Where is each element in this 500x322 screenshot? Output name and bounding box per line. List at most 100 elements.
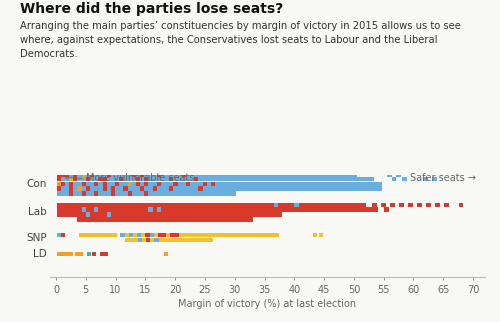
Point — [222, 172, 230, 177]
Point — [280, 181, 288, 186]
Point — [76, 202, 84, 207]
Point — [210, 191, 218, 196]
Point — [276, 202, 284, 207]
Point — [201, 217, 209, 222]
Point — [64, 251, 72, 256]
Point — [207, 237, 215, 242]
Text: ←— More vulnerable seats: ←— More vulnerable seats — [65, 173, 194, 183]
Point — [343, 207, 351, 212]
Point — [131, 232, 139, 238]
Point — [214, 232, 222, 238]
Point — [310, 186, 318, 191]
Point — [280, 172, 288, 177]
Point — [368, 207, 376, 212]
Point — [251, 176, 259, 182]
Point — [347, 181, 355, 186]
Point — [201, 212, 209, 217]
Point — [73, 251, 81, 256]
Point — [172, 186, 179, 191]
Point — [297, 172, 305, 177]
Point — [416, 202, 424, 207]
Point — [230, 181, 238, 186]
Point — [68, 186, 76, 191]
Point — [155, 181, 163, 186]
Point — [226, 181, 234, 186]
Point — [334, 172, 342, 177]
Point — [238, 172, 246, 177]
Point — [138, 181, 146, 186]
Point — [176, 191, 184, 196]
Point — [72, 172, 80, 177]
Point — [188, 186, 196, 191]
Point — [382, 207, 390, 212]
Point — [72, 181, 80, 186]
Point — [326, 207, 334, 212]
Point — [136, 237, 144, 242]
Point — [55, 232, 63, 238]
Point — [280, 207, 288, 212]
Point — [322, 202, 330, 207]
Point — [430, 176, 438, 182]
Point — [205, 181, 213, 186]
Point — [130, 207, 138, 212]
Point — [386, 172, 394, 177]
Point — [457, 202, 465, 207]
Point — [176, 181, 184, 186]
Point — [255, 207, 263, 212]
Point — [76, 181, 84, 186]
Point — [368, 186, 376, 191]
Point — [334, 186, 342, 191]
Point — [188, 207, 196, 212]
Point — [242, 217, 250, 222]
Point — [138, 212, 146, 217]
Point — [164, 172, 172, 177]
Point — [164, 181, 172, 186]
Point — [142, 191, 150, 196]
Point — [334, 202, 342, 207]
Point — [226, 217, 234, 222]
Point — [390, 176, 398, 182]
Point — [168, 202, 175, 207]
Point — [172, 217, 179, 222]
Point — [159, 202, 167, 207]
Point — [251, 207, 259, 212]
Point — [251, 202, 259, 207]
Point — [314, 181, 322, 186]
Point — [234, 181, 242, 186]
Point — [214, 186, 222, 191]
Point — [288, 181, 296, 186]
Point — [142, 186, 150, 191]
Point — [272, 172, 280, 177]
Point — [159, 181, 167, 186]
Point — [260, 212, 268, 217]
Point — [260, 176, 268, 182]
Point — [114, 181, 122, 186]
Point — [338, 181, 346, 186]
Point — [356, 186, 364, 191]
Point — [276, 186, 284, 191]
Point — [130, 186, 138, 191]
Point — [210, 181, 218, 186]
Point — [184, 181, 192, 186]
Point — [343, 186, 351, 191]
Point — [201, 202, 209, 207]
X-axis label: Margin of victory (%) at last election: Margin of victory (%) at last election — [178, 299, 356, 309]
Point — [210, 232, 218, 238]
Point — [230, 176, 238, 182]
Point — [118, 207, 126, 212]
Point — [292, 176, 300, 182]
Point — [330, 181, 338, 186]
Point — [310, 181, 318, 186]
Point — [371, 202, 379, 207]
Point — [347, 202, 355, 207]
Point — [178, 237, 186, 242]
Point — [126, 202, 134, 207]
Point — [142, 172, 150, 177]
Point — [164, 186, 172, 191]
Point — [272, 202, 280, 207]
Point — [201, 172, 209, 177]
Point — [180, 202, 188, 207]
Point — [122, 207, 130, 212]
Point — [55, 181, 63, 186]
Point — [326, 202, 334, 207]
